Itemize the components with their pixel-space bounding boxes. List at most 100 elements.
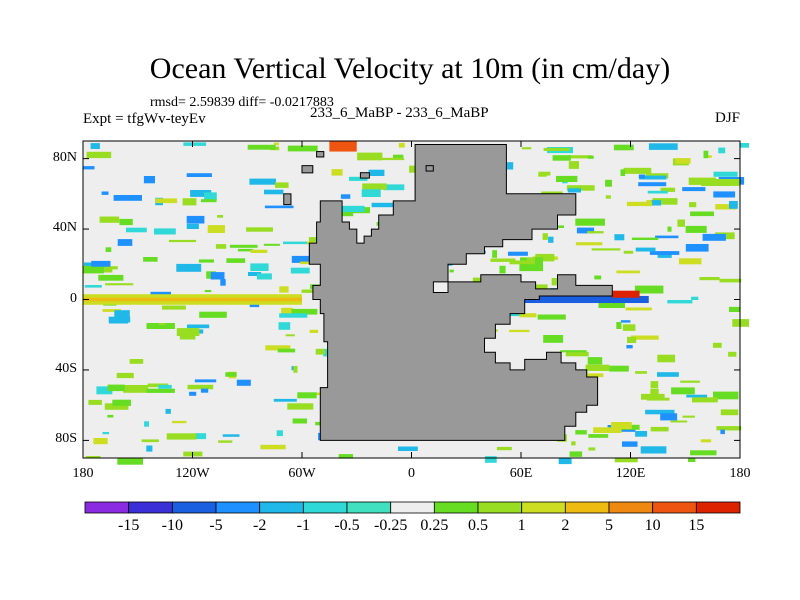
field-patch [154, 228, 176, 235]
field-patch [264, 189, 284, 195]
field-patch [492, 250, 497, 258]
field-patch [85, 456, 101, 459]
field-patch [576, 227, 595, 234]
field-patch [652, 198, 678, 205]
field-patch [566, 185, 595, 191]
colorbar-label: 15 [688, 517, 705, 534]
field-patch [204, 290, 212, 293]
colorbar-label: -5 [209, 517, 223, 534]
colorbar-swatch [215, 501, 261, 514]
field-patch [677, 219, 685, 227]
field-patch [107, 414, 114, 418]
field-patch [260, 444, 286, 450]
field-patch [340, 194, 351, 199]
field-patch [685, 225, 707, 233]
field-patch [166, 433, 197, 440]
field-patch [116, 372, 134, 379]
field-patch [626, 201, 653, 207]
field-patch [598, 301, 625, 308]
colorbar-label: -10 [161, 517, 183, 534]
colorbar-swatch [477, 501, 523, 514]
field-patch [150, 291, 171, 295]
field-patch [236, 379, 251, 386]
field-patch [187, 324, 210, 329]
field-patch [263, 243, 280, 246]
field-patch [703, 150, 709, 159]
x-tick-label: 120W [175, 466, 210, 481]
field-patch [622, 441, 638, 447]
field-patch [371, 202, 399, 208]
field-patch [279, 286, 289, 293]
colorbar-label: -1 [296, 517, 310, 534]
field-patch [625, 307, 652, 311]
field-patch [204, 192, 217, 201]
field-patch [657, 253, 672, 258]
field-patch [593, 427, 622, 433]
field-patch [594, 275, 602, 280]
stats-line: rmsd= 2.59839 diff= -0.0217883 [150, 95, 334, 110]
x-tick-label: 120E [615, 466, 646, 481]
field-patch [616, 322, 622, 329]
field-patch [144, 421, 149, 427]
field-patch [535, 253, 555, 262]
field-patch [315, 348, 325, 355]
field-patch [90, 143, 100, 149]
field-patch [660, 413, 678, 421]
field-patch [277, 348, 296, 353]
field-patch [691, 296, 699, 300]
field-patch [732, 319, 749, 327]
field-patch [645, 409, 675, 415]
field-patch [685, 244, 709, 252]
field-patch [680, 380, 700, 383]
polar-core [329, 141, 357, 152]
x-tick-label: 180 [729, 466, 751, 481]
field-patch [315, 421, 324, 426]
field-patch [729, 306, 741, 312]
comparison-label: 233_6_MaBP - 233_6_MaBP [310, 105, 489, 121]
colorbar-swatch [564, 501, 610, 514]
colorbar-swatch [608, 501, 654, 514]
field-patch [509, 329, 530, 333]
colorbar-label: 0.25 [420, 517, 449, 534]
field-patch [715, 204, 737, 210]
downwelling-core [612, 290, 640, 298]
field-patch [631, 335, 659, 340]
field-patch [190, 190, 212, 197]
field-patch [587, 357, 603, 365]
field-patch [713, 191, 736, 198]
field-patch [183, 142, 207, 146]
colorbar-swatch [521, 501, 566, 514]
field-patch [126, 227, 147, 233]
field-patch [543, 335, 564, 343]
field-patch [706, 155, 712, 158]
field-patch [186, 215, 205, 224]
field-patch [585, 364, 610, 371]
field-patch [215, 244, 227, 249]
colorbar-label: 1 [517, 517, 526, 534]
field-patch [105, 247, 112, 252]
field-patch [104, 403, 129, 410]
field-patch [623, 167, 652, 174]
colorbar-label: 0.5 [468, 517, 488, 534]
field-patch [587, 231, 604, 234]
island [316, 151, 325, 158]
field-patch [249, 178, 276, 185]
field-patch [256, 273, 272, 280]
field-patch [248, 272, 262, 276]
field-patch [146, 323, 175, 329]
field-patch [285, 334, 295, 337]
field-patch [728, 351, 737, 357]
field-patch [688, 177, 716, 185]
field-patch [307, 392, 328, 396]
colorbar-swatch [128, 501, 173, 514]
field-patch [217, 215, 224, 218]
field-patch [368, 169, 385, 176]
field-patch [657, 354, 676, 363]
x-tick-label: 180 [72, 466, 94, 481]
field-patch [716, 426, 742, 431]
field-patch [686, 394, 708, 398]
field-patch [290, 267, 310, 274]
x-tick-label: 0 [408, 466, 415, 481]
field-patch [146, 445, 153, 452]
